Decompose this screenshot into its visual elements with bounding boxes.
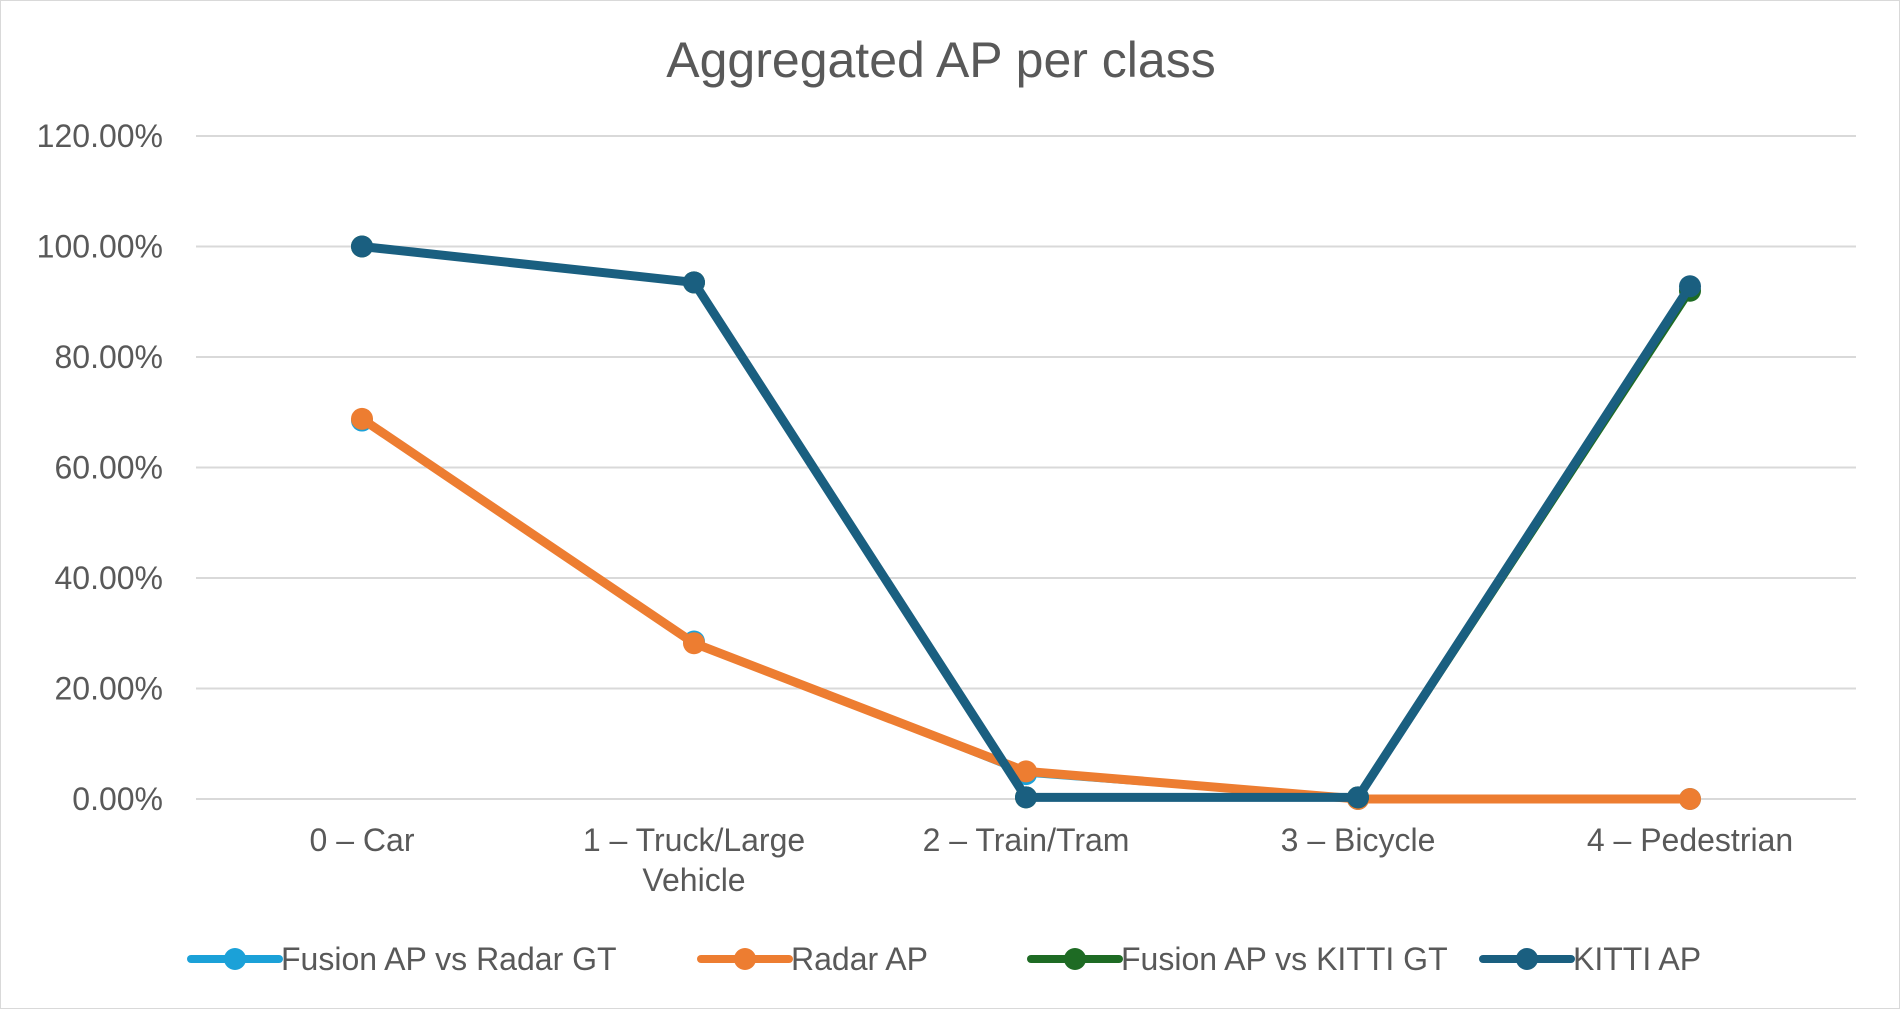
series-fusion-ap-vs-radar-gt — [351, 410, 1701, 810]
y-tick-label: 20.00% — [54, 671, 163, 707]
x-tick-label: 1 – Truck/Large Vehicle — [583, 822, 805, 898]
legend-marker-icon — [734, 948, 756, 970]
x-tick-label-line: 2 – Train/Tram — [923, 822, 1130, 858]
legend[interactable]: Fusion AP vs Radar GT Radar AP Fusion AP v… — [191, 941, 1701, 977]
legend-marker-icon — [1064, 948, 1086, 970]
legend-entry[interactable]: Fusion AP vs Radar GT — [191, 941, 617, 977]
x-tick-label-line: 0 – Car — [310, 822, 415, 858]
x-axis-tick-labels: 0 – Car 1 – Truck/Large Vehicle 2 – Train/T… — [310, 822, 1794, 898]
data-point — [1679, 275, 1701, 297]
y-tick-label: 80.00% — [54, 339, 163, 375]
y-tick-label: 0.00% — [72, 781, 163, 817]
x-tick-label: 0 – Car — [310, 822, 415, 858]
y-tick-label: 60.00% — [54, 450, 163, 486]
data-point — [683, 271, 705, 293]
data-point — [351, 236, 373, 258]
x-tick-label-line: 3 – Bicycle — [1281, 822, 1436, 858]
chart-title: Aggregated AP per class — [666, 32, 1215, 88]
data-point — [1347, 786, 1369, 808]
x-tick-label: 3 – Bicycle — [1281, 822, 1436, 858]
series-kitti-ap — [351, 236, 1701, 809]
data-point — [1015, 786, 1037, 808]
legend-label: KITTI AP — [1573, 941, 1701, 977]
data-point — [683, 632, 705, 654]
legend-marker-icon — [224, 948, 246, 970]
x-tick-label: 4 – Pedestrian — [1587, 822, 1793, 858]
legend-label: Fusion AP vs KITTI GT — [1121, 941, 1448, 977]
line-chart: Aggregated AP per class 0.00% 20.00% 40.00… — [1, 1, 1901, 1010]
series-line — [362, 419, 1690, 799]
series-line — [362, 247, 1690, 798]
x-tick-label-line: 4 – Pedestrian — [1587, 822, 1793, 858]
legend-label: Radar AP — [791, 941, 928, 977]
x-tick-label: 2 – Train/Tram — [923, 822, 1130, 858]
data-point — [351, 408, 373, 430]
chart-frame: Aggregated AP per class 0.00% 20.00% 40.00… — [0, 0, 1900, 1009]
y-tick-label: 40.00% — [54, 560, 163, 596]
y-tick-label: 120.00% — [37, 118, 163, 154]
legend-entry[interactable]: Fusion AP vs KITTI GT — [1031, 941, 1448, 977]
series-line — [362, 421, 1690, 799]
legend-marker-icon — [1516, 948, 1538, 970]
y-axis-tick-labels: 0.00% 20.00% 40.00% 60.00% 80.00% 100.00% 120.… — [37, 118, 163, 817]
grid-layer — [196, 136, 1856, 799]
legend-label: Fusion AP vs Radar GT — [281, 941, 617, 977]
series-layer — [351, 236, 1701, 811]
x-tick-label-line: 1 – Truck/Large — [583, 822, 805, 858]
legend-entry[interactable]: KITTI AP — [1483, 941, 1701, 977]
legend-entry[interactable]: Radar AP — [701, 941, 928, 977]
y-tick-label: 100.00% — [37, 229, 163, 265]
data-point — [1679, 788, 1701, 810]
x-tick-label-line: Vehicle — [642, 862, 745, 898]
series-fusion-ap-vs-kitti-gt — [351, 236, 1701, 809]
series-line — [362, 247, 1690, 798]
